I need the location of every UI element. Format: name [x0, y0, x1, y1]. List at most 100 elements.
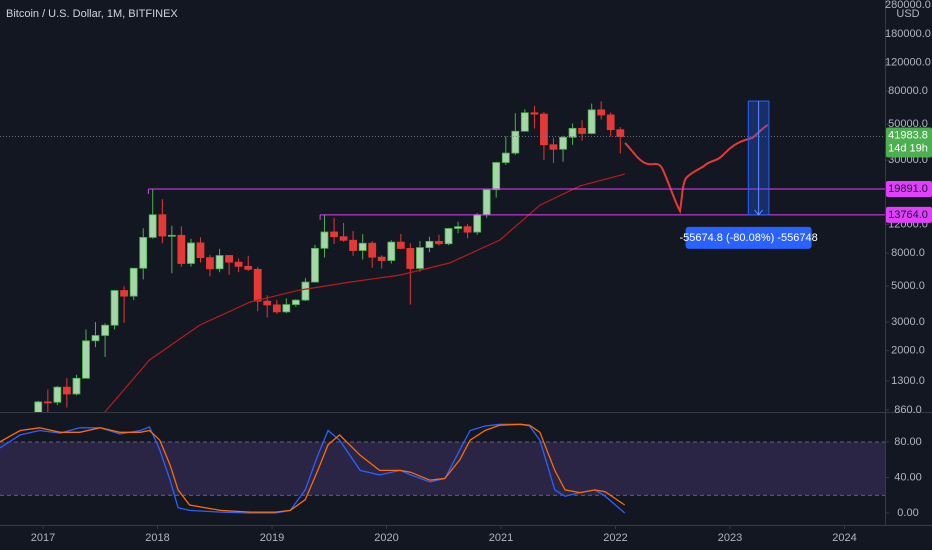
candle-body — [473, 214, 482, 233]
y-tick-label: 120000.0 — [885, 56, 931, 68]
candle-body — [148, 214, 157, 238]
candle-body — [358, 242, 367, 251]
candle-body — [501, 152, 510, 163]
candle-body — [158, 214, 167, 237]
candle-body — [272, 304, 281, 313]
x-tick-label: 2017 — [31, 532, 55, 544]
candle-body — [311, 247, 319, 283]
x-tick-label: 2018 — [145, 532, 169, 544]
price-pane — [0, 101, 885, 412]
price-label-box — [886, 206, 932, 223]
y-tick-label: 50000.0 — [888, 118, 928, 130]
candle-body — [320, 231, 329, 249]
stoch-line — [0, 423, 626, 513]
candle-body — [330, 231, 338, 238]
candle-body — [291, 299, 300, 305]
candle-body — [416, 247, 424, 269]
stoch-tick-label: 80.00 — [894, 436, 922, 448]
candle-body — [187, 242, 195, 264]
candle-body — [540, 113, 548, 146]
candle-body — [215, 255, 224, 270]
candle-body — [511, 130, 520, 154]
candle-body — [396, 241, 405, 249]
y-tick-label: 3000.0 — [891, 316, 925, 328]
candle-body — [129, 267, 138, 297]
x-tick-label: 2020 — [374, 532, 398, 544]
stoch-band — [0, 442, 885, 496]
y-tick-label: 2000.0 — [891, 345, 925, 357]
x-tick-label: 2024 — [832, 532, 856, 544]
y-tick-label: 8000.0 — [891, 247, 925, 259]
stoch-tick-label: 40.00 — [894, 471, 922, 483]
candle-body — [43, 401, 52, 404]
candle-body — [597, 109, 606, 116]
measure-arrow-head — [754, 209, 763, 216]
x-tick-label: 2019 — [260, 532, 284, 544]
candle-body — [425, 240, 434, 248]
price-label: 19891.0 — [888, 183, 928, 195]
stoch-tick-label: 0.00 — [897, 507, 918, 519]
projection-sketch — [624, 124, 769, 214]
candle-body — [225, 255, 233, 263]
candle-body — [234, 261, 243, 267]
candle-body — [206, 257, 214, 270]
candle-body — [568, 127, 577, 138]
candle-body — [167, 234, 176, 237]
y-tick-label: 5000.0 — [891, 280, 925, 292]
candle-body — [91, 335, 100, 342]
candle-body — [444, 228, 453, 245]
measure-label-box — [685, 226, 812, 249]
candle-body — [120, 290, 129, 297]
candle-body — [177, 234, 186, 264]
candle-body — [301, 281, 310, 301]
candle-body — [463, 226, 472, 233]
price-label: 13764.0 — [888, 209, 928, 221]
candle-body — [349, 239, 357, 251]
candle-body — [82, 340, 90, 379]
x-tick-label: 2023 — [718, 532, 742, 544]
candle-body — [492, 162, 501, 191]
candle-body — [339, 236, 348, 241]
candle-body — [520, 112, 529, 132]
last-price-label: 41983.8 — [888, 129, 928, 141]
candle-body — [196, 242, 205, 259]
candle-body — [530, 112, 539, 115]
candle-body — [101, 324, 110, 336]
x-tick-label: 2022 — [603, 532, 627, 544]
candle-body — [253, 268, 262, 302]
candle-body — [549, 144, 558, 150]
measure-label: -55674.8 (-80.08%) -556748 — [679, 232, 817, 244]
candle-body — [435, 240, 443, 245]
candle-body — [263, 300, 272, 306]
candle-body — [62, 386, 71, 395]
candle-body — [454, 226, 462, 229]
chart-title: Bitcoin / U.S. Dollar, 1M, BITFINEX — [6, 8, 178, 20]
candle-body — [587, 109, 596, 134]
stoch-pane — [0, 423, 885, 514]
candle-body — [53, 386, 62, 403]
price-unit: USD — [896, 8, 919, 20]
y-tick-label: 1300.0 — [891, 375, 925, 387]
countdown-label: 14d 19h — [888, 142, 928, 154]
y-tick-label: 80000.0 — [888, 85, 928, 97]
x-tick-label: 2021 — [489, 532, 513, 544]
candle-body — [244, 265, 253, 270]
candle-body — [387, 241, 396, 261]
last-price-box — [886, 127, 932, 158]
candle-body — [377, 256, 386, 261]
candle-body — [110, 290, 119, 326]
price-label-box — [886, 181, 932, 198]
candle-body — [578, 127, 586, 134]
y-tick-label: 860.0 — [894, 404, 922, 416]
candle-body — [559, 136, 567, 150]
moving-average — [104, 173, 625, 412]
candle-body — [282, 304, 291, 313]
candle-body — [368, 242, 377, 258]
y-tick-label: 280000.0 — [885, 0, 931, 11]
candle-body — [482, 189, 491, 216]
candle-body — [72, 377, 81, 395]
candle-body — [34, 401, 43, 412]
y-tick-label: 180000.0 — [885, 28, 931, 40]
